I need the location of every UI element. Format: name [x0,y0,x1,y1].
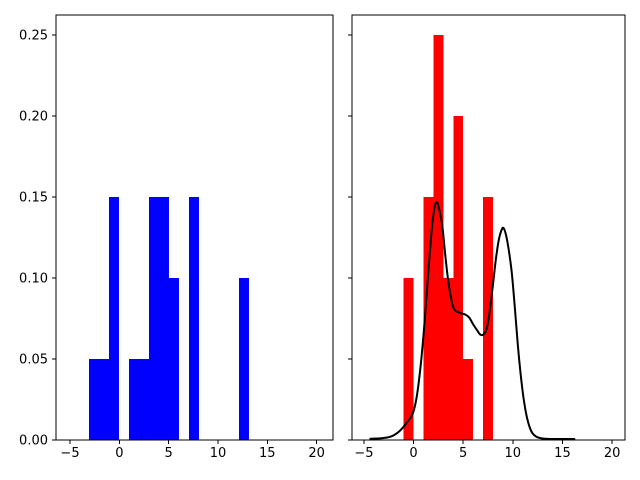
axes-left: −5 0 5 10 15 20 0.00 0.05 0.10 0.15 0.20 0.25 [19,14,334,461]
histogram-bar-left [109,197,120,440]
histogram-bar-left [189,197,200,440]
axes-spines-right [351,14,626,441]
x-tick-label-right: 10 [505,446,522,461]
y-tick-label-left: 0.25 [19,29,48,44]
x-tick-label-right: 15 [554,446,571,461]
histogram-bar-left [139,359,150,440]
histogram-bar-left [99,359,110,440]
histogram-bar-left [159,197,170,440]
histogram-bar-right [443,278,454,440]
histogram-bar-right [453,116,464,440]
x-tick-label-right: −5 [354,446,373,461]
axes-spines-left [55,14,334,441]
y-tick-label-left: 0.20 [19,110,48,125]
x-tick-label-right: 20 [604,446,621,461]
y-tick-label-left: 0.10 [19,272,48,287]
x-tick-label-left: −5 [60,446,79,461]
y-tick-label-left: 0.05 [19,353,48,368]
histogram-bar-left [169,278,180,440]
histogram-bar-left [149,197,160,440]
histogram-bar-right [403,278,414,440]
histogram-bar-right [423,197,434,440]
x-tick-label-left: 0 [115,446,123,461]
histogram-bar-left [239,278,250,440]
kde-curve [369,201,576,441]
x-tick-label-right: 0 [409,446,417,461]
axes-right: −5 0 5 10 15 20 [348,14,626,461]
x-tick-label-left: 10 [210,446,227,461]
x-tick-label-left: 15 [259,446,276,461]
histogram-bar-left [129,359,140,440]
histogram-bar-right [433,35,444,441]
histogram-bar-right [463,359,474,440]
x-tick-label-right: 5 [459,446,467,461]
x-tick-label-left: 5 [165,446,173,461]
x-tick-label-left: 20 [308,446,325,461]
histogram-bar-left [89,359,100,440]
y-tick-label-left: 0.15 [19,191,48,206]
y-tick-label-left: 0.00 [19,434,48,449]
